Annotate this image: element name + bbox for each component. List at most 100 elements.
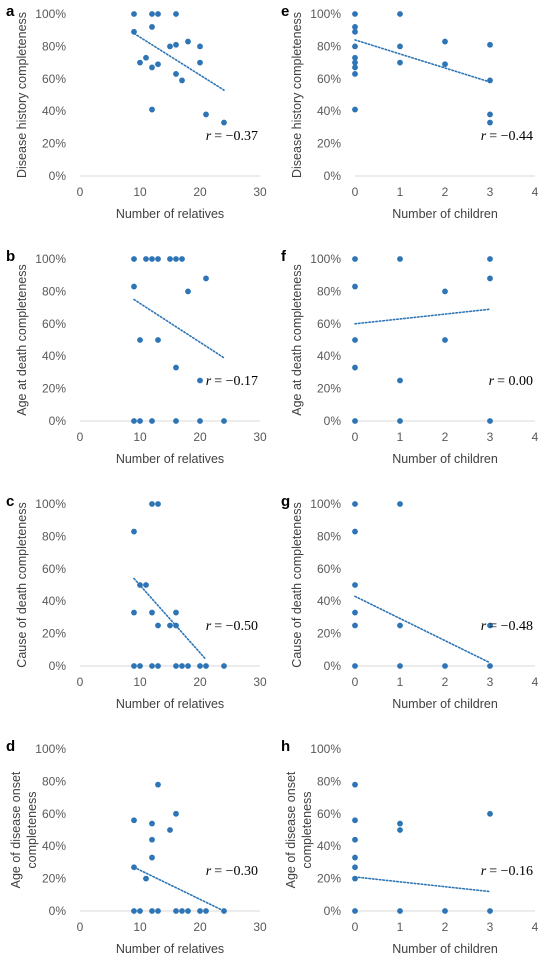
data-point [203, 908, 209, 914]
data-point [197, 43, 203, 50]
y-tick-label: 80% [317, 284, 341, 298]
data-point [352, 106, 358, 113]
y-axis-title: completeness [300, 791, 314, 868]
x-tick-label: 2 [442, 430, 449, 444]
x-tick-label: 0 [77, 430, 84, 444]
data-point [173, 41, 179, 48]
data-point [352, 11, 358, 17]
x-tick-label: 3 [487, 430, 494, 444]
data-point [149, 24, 155, 30]
scatter-plot-b: b 0% 20% 40% 60% 80% 100% 0 10 20 30 Number of rela… [6, 248, 267, 466]
y-tick-label: 0% [49, 169, 67, 183]
y-tick-label: 100% [310, 7, 341, 21]
data-point [155, 781, 161, 788]
y-tick-label: 80% [42, 284, 66, 298]
y-axis-title: Age of disease onset [284, 771, 298, 888]
data-point [149, 609, 155, 616]
data-point [397, 820, 403, 827]
y-tick-label: 100% [35, 7, 66, 21]
data-point [149, 836, 155, 843]
x-axis-title: Number of children [392, 942, 498, 956]
data-point [173, 418, 179, 424]
data-point [131, 817, 137, 824]
data-point [185, 663, 191, 669]
data-point [173, 663, 179, 669]
panel-h: h 0% 20% 40% 60% 80% 100% 0 1 2 3 4 Number of childr… [275, 735, 550, 975]
data-point [143, 582, 149, 588]
y-tick-label: 20% [317, 382, 341, 396]
data-point [397, 418, 403, 424]
y-tick-label: 60% [42, 317, 66, 331]
y-axis-title: completeness [25, 791, 39, 868]
data-point [397, 43, 403, 50]
data-point [352, 582, 358, 588]
y-tick-label: 60% [317, 807, 341, 821]
r-value: = −0.37 [214, 129, 258, 144]
data-point [352, 609, 358, 616]
y-tick-label: 40% [42, 349, 66, 363]
trendline [354, 39, 491, 83]
data-point [137, 908, 143, 914]
x-tick-label: 2 [442, 920, 449, 934]
y-tick-label: 80% [42, 529, 66, 543]
y-tick-label: 40% [42, 839, 66, 853]
data-point [137, 418, 143, 424]
data-point [179, 908, 185, 914]
correlation-label: r = −0.44 [481, 129, 533, 144]
data-point [131, 663, 137, 669]
data-point [197, 663, 203, 669]
data-point [179, 256, 185, 262]
scatter-plot-f: f 0% 20% 40% 60% 80% 100% 0 1 2 3 4 Number of childr… [281, 248, 539, 466]
panel-g: g 0% 20% 40% 60% 80% 100% 0 1 2 3 4 Number of childr… [275, 490, 550, 730]
panel-letter: h [281, 738, 290, 755]
y-tick-label: 100% [35, 252, 66, 266]
y-tick-label: 60% [317, 562, 341, 576]
data-point [179, 663, 185, 669]
r-symbol: r [206, 129, 212, 144]
data-point [173, 71, 179, 77]
data-point [442, 38, 448, 45]
data-point [131, 908, 137, 914]
data-point [149, 418, 155, 424]
x-tick-label: 0 [77, 920, 84, 934]
x-tick-label: 20 [193, 185, 207, 199]
panel-letter: e [281, 3, 289, 20]
data-point [149, 908, 155, 914]
trendline [354, 308, 491, 325]
data-point [167, 43, 173, 50]
y-tick-label: 20% [42, 382, 66, 396]
y-tick-label: 80% [42, 39, 66, 53]
data-point [442, 337, 448, 343]
panel-a: a 0% 20% 40% 60% 80% 100% 0 10 20 30 Number of rela… [0, 0, 275, 240]
data-point [143, 875, 149, 882]
x-axis-title: Number of children [392, 207, 498, 221]
x-tick-label: 2 [442, 675, 449, 689]
data-point [185, 38, 191, 45]
y-axis-title: Cause of death completeness [15, 502, 29, 667]
x-tick-label: 4 [532, 920, 539, 934]
y-axis-title: Cause of death completeness [290, 502, 304, 667]
data-point [149, 11, 155, 17]
x-tick-label: 10 [133, 430, 147, 444]
data-point [352, 854, 358, 861]
y-tick-label: 60% [42, 72, 66, 86]
data-point [487, 908, 493, 914]
trendline [354, 595, 491, 664]
r-symbol: r [481, 129, 487, 144]
correlation-label: r = −0.48 [481, 619, 533, 634]
data-point [352, 256, 358, 262]
data-point [487, 810, 493, 817]
data-point [352, 71, 358, 77]
y-tick-label: 0% [49, 904, 67, 918]
panel-b: b 0% 20% 40% 60% 80% 100% 0 10 20 30 Number of rela… [0, 245, 275, 485]
y-axis-title: Disease history completeness [290, 12, 304, 178]
data-point [173, 609, 179, 616]
data-point [131, 609, 137, 616]
data-point [352, 908, 358, 914]
data-point [131, 418, 137, 424]
y-tick-label: 0% [324, 659, 342, 673]
data-point [352, 43, 358, 50]
y-tick-label: 0% [49, 659, 67, 673]
y-tick-label: 40% [42, 104, 66, 118]
data-point [221, 119, 227, 126]
